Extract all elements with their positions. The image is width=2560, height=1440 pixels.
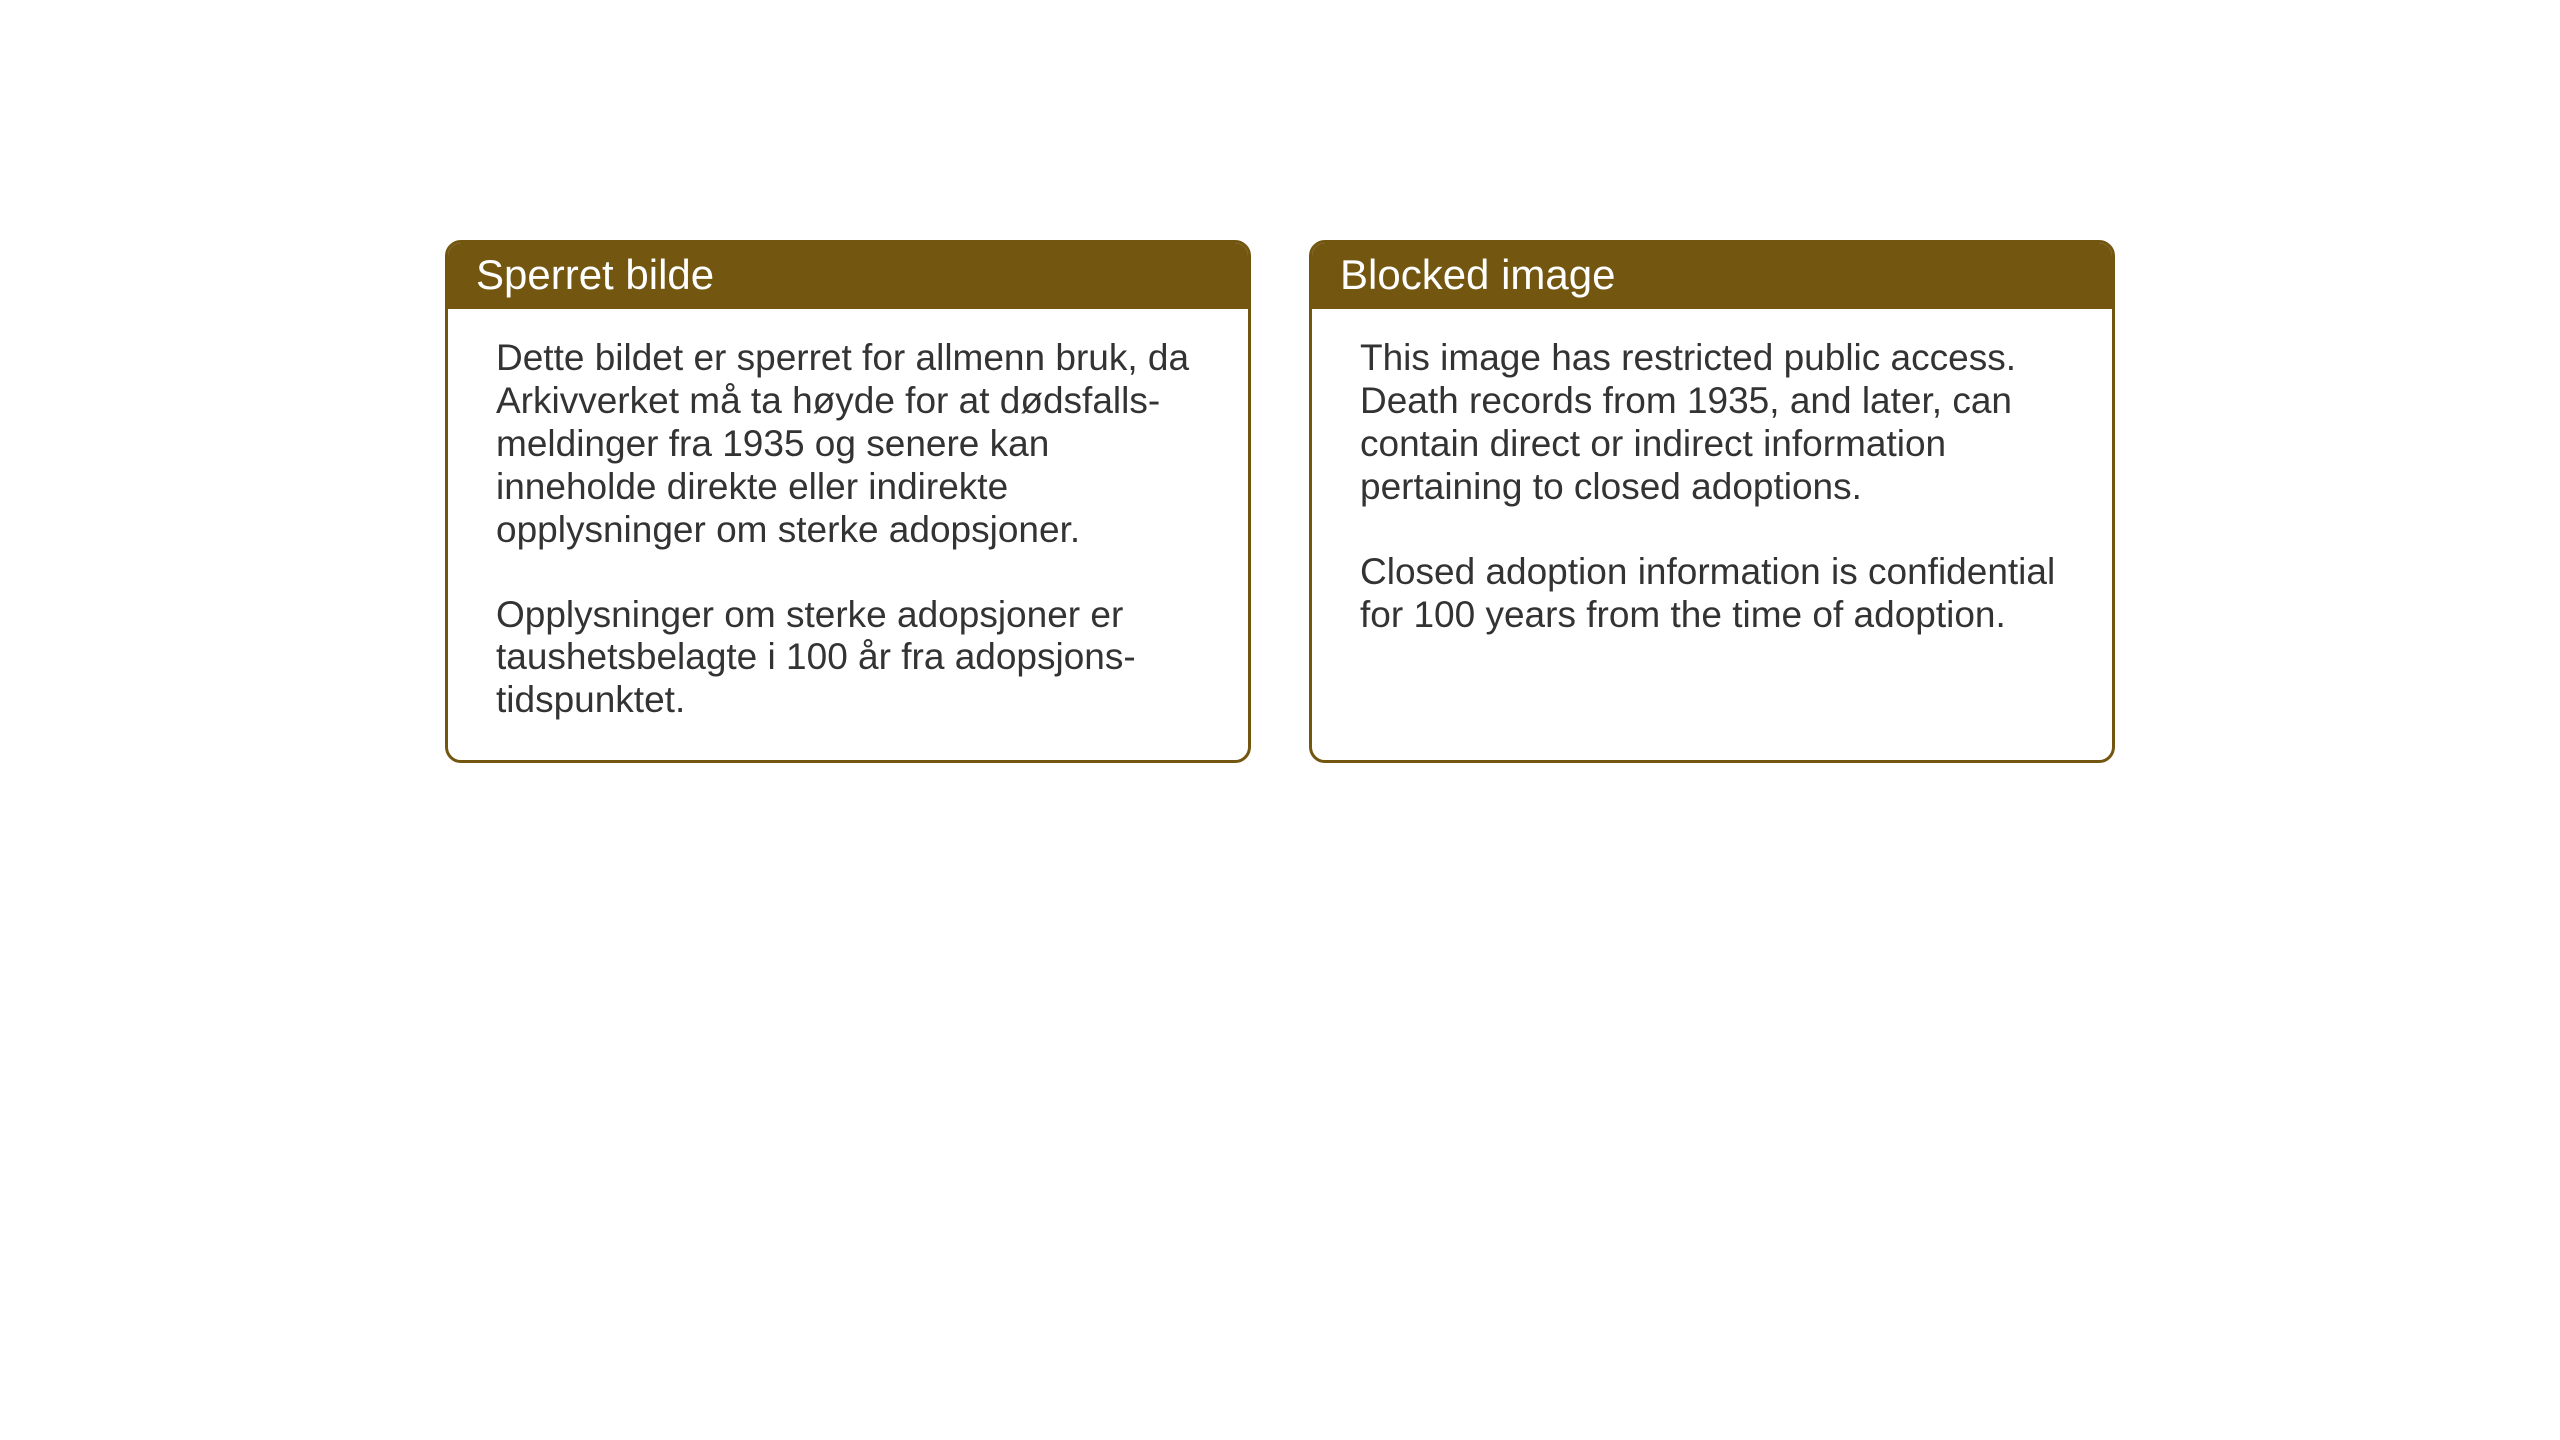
notice-paragraph-2-norwegian: Opplysninger om sterke adopsjoner er tau… (496, 594, 1200, 723)
notice-paragraph-1-english: This image has restricted public access.… (1360, 337, 2064, 509)
notice-paragraph-2-english: Closed adoption information is confident… (1360, 551, 2064, 637)
notice-body-norwegian: Dette bildet er sperret for allmenn bruk… (448, 309, 1248, 760)
notice-paragraph-1-norwegian: Dette bildet er sperret for allmenn bruk… (496, 337, 1200, 552)
notice-container: Sperret bilde Dette bildet er sperret fo… (445, 240, 2115, 763)
notice-body-english: This image has restricted public access.… (1312, 309, 2112, 674)
notice-header-norwegian: Sperret bilde (448, 243, 1248, 309)
notice-card-english: Blocked image This image has restricted … (1309, 240, 2115, 763)
notice-header-english: Blocked image (1312, 243, 2112, 309)
notice-card-norwegian: Sperret bilde Dette bildet er sperret fo… (445, 240, 1251, 763)
